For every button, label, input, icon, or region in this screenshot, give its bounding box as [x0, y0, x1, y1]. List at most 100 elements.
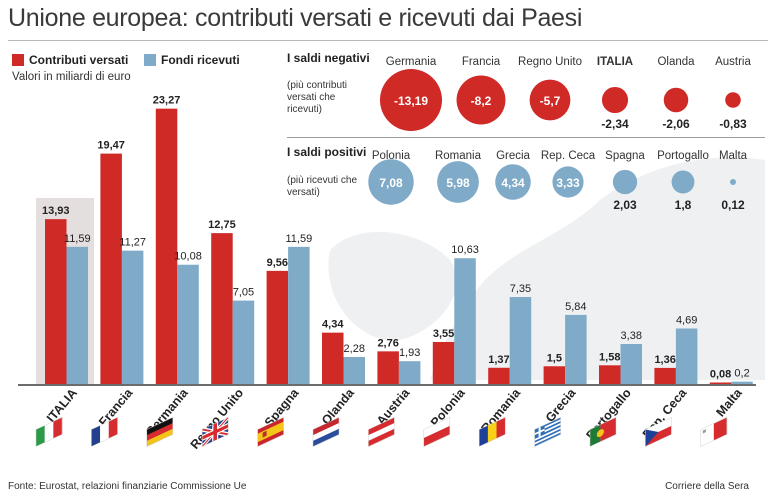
bubble-label-positive: Spagna: [605, 150, 645, 162]
value-label-contributi: 12,75: [208, 219, 236, 231]
flag-stripe: [313, 417, 339, 436]
flag-stripe: [496, 417, 506, 439]
value-label-contributi: 13,93: [42, 205, 70, 217]
bar-fondi: [731, 381, 753, 384]
austria-flag-icon: [368, 417, 395, 447]
x-label: Grecia: [543, 385, 579, 425]
bubble-negative: [601, 86, 629, 114]
bubble-value-negative: -2,34: [601, 117, 629, 131]
value-label-fondi: 0,2: [734, 368, 749, 380]
bubble-negative: [529, 79, 571, 121]
flag-stripe: [423, 417, 450, 439]
value-label-fondi: 10,08: [174, 251, 202, 263]
flag-stripe: [479, 425, 489, 447]
flag-stripe: [146, 423, 173, 442]
value-label-fondi: 1,93: [399, 347, 420, 359]
bubble-positive: [368, 159, 414, 205]
bar-fondi: [398, 361, 421, 384]
value-label-fondi: 7,35: [510, 283, 531, 295]
value-label-contributi: 4,34: [322, 319, 344, 331]
flag-border: [589, 417, 617, 447]
bubble-label-negative: Olanda: [657, 56, 695, 68]
bubble-label-negative: Austria: [715, 56, 751, 68]
flag-emblem: [702, 429, 706, 434]
bubble-value-negative: -13,19: [394, 94, 428, 108]
bubble-label-positive: Grecia: [496, 150, 530, 162]
flag-border: [368, 417, 395, 447]
value-label-fondi: 3,38: [621, 330, 642, 342]
value-label-contributi: 1,37: [488, 354, 509, 366]
map-landmass: [328, 231, 457, 341]
bubble-value-negative: -5,7: [540, 94, 561, 108]
flag-stripe: [368, 428, 395, 447]
bubble-positive: [671, 170, 695, 194]
bar-contributi: [266, 270, 289, 384]
greece-flag-icon: [534, 417, 561, 447]
flag-stripe: [313, 428, 339, 447]
flag-border: [478, 417, 506, 447]
value-label-contributi: 23,27: [153, 95, 181, 107]
value-label-fondi: 4,69: [676, 315, 697, 327]
bar-fondi: [565, 314, 587, 384]
bubble-label-negative: Germania: [386, 56, 437, 68]
value-label-contributi: 1,36: [654, 354, 675, 366]
flag-border: [423, 417, 451, 447]
page-title: Unione europea: contributi versati e ric…: [8, 4, 583, 32]
bubble-negative: [725, 92, 741, 108]
flag-stripe: [368, 417, 395, 436]
value-label-fondi: 11,59: [64, 233, 91, 245]
bubbles-group: Germania -13,19 Francia -8,2 Regno Unito -5,7…: [368, 56, 751, 212]
flag-stripe: [44, 421, 54, 443]
positive-balances-subtitle: (più ricevuti che versati): [287, 175, 358, 198]
bar-fondi: [620, 344, 642, 384]
flag-emblem: [596, 429, 604, 438]
value-label-fondi: 11,27: [119, 237, 146, 249]
flag-emblem: [262, 430, 267, 438]
flag-stripe: [713, 417, 728, 441]
bar-contributi: [654, 367, 676, 384]
positive-balances-title: I saldi positivi: [287, 145, 367, 159]
flag-stripe: [368, 423, 395, 442]
bubble-label-positive: Malta: [719, 150, 748, 162]
bubble-positive: [730, 179, 736, 185]
flag-stripe: [534, 432, 561, 447]
flag-stripe: [534, 430, 561, 445]
flag-stripe: [146, 428, 173, 447]
bubble-value-negative: -2,06: [662, 117, 690, 131]
value-label-fondi: 10,63: [451, 244, 479, 256]
bubble-value-positive: 3,33: [556, 176, 580, 190]
legend-swatch-contributi: [12, 54, 24, 66]
value-label-contributi: 19,47: [97, 140, 125, 152]
bars-group: 13,93 11,59 19,47 11,27 23,27 10,08 12,75 7,05 9…: [42, 95, 753, 384]
x-label: Regno Unito: [188, 386, 247, 452]
negative-balances-subtitle: (più contributi versati che ricevuti): [287, 80, 348, 115]
x-label: Malta: [713, 385, 745, 419]
legend-item-fondi: Fondi ricevuti: [144, 53, 240, 67]
bar-contributi: [599, 365, 621, 384]
malta-flag-icon: [700, 417, 728, 447]
flag-cross: [534, 428, 545, 436]
bar-fondi: [509, 297, 532, 384]
flag-border: [91, 417, 118, 447]
bar-contributi: [488, 367, 510, 384]
bar-fondi: [454, 258, 476, 384]
flag-stripe: [534, 428, 561, 443]
legend-label-fondi: Fondi ricevuti: [161, 53, 240, 67]
value-label-contributi: 9,56: [267, 257, 288, 269]
flag-stripe: [257, 417, 284, 435]
value-label-contributi: 0,08: [710, 369, 731, 381]
bar-fondi: [343, 357, 365, 384]
flag-stripe: [534, 426, 561, 442]
france-flag-icon: [91, 417, 118, 447]
flag-stripe: [91, 425, 101, 447]
flag-stripe: [590, 424, 601, 447]
bubble-value-positive: 0,12: [721, 198, 745, 212]
flag-border: [645, 417, 672, 447]
units-note: Valori in miliardi di euro: [12, 71, 131, 83]
source-note: Fonte: Eurostat, relazioni finanziarie C…: [8, 481, 247, 492]
bubble-positive: [437, 161, 479, 203]
bar-contributi: [211, 233, 233, 384]
netherlands-flag-icon: [312, 417, 340, 447]
map-landmass: [430, 157, 765, 380]
